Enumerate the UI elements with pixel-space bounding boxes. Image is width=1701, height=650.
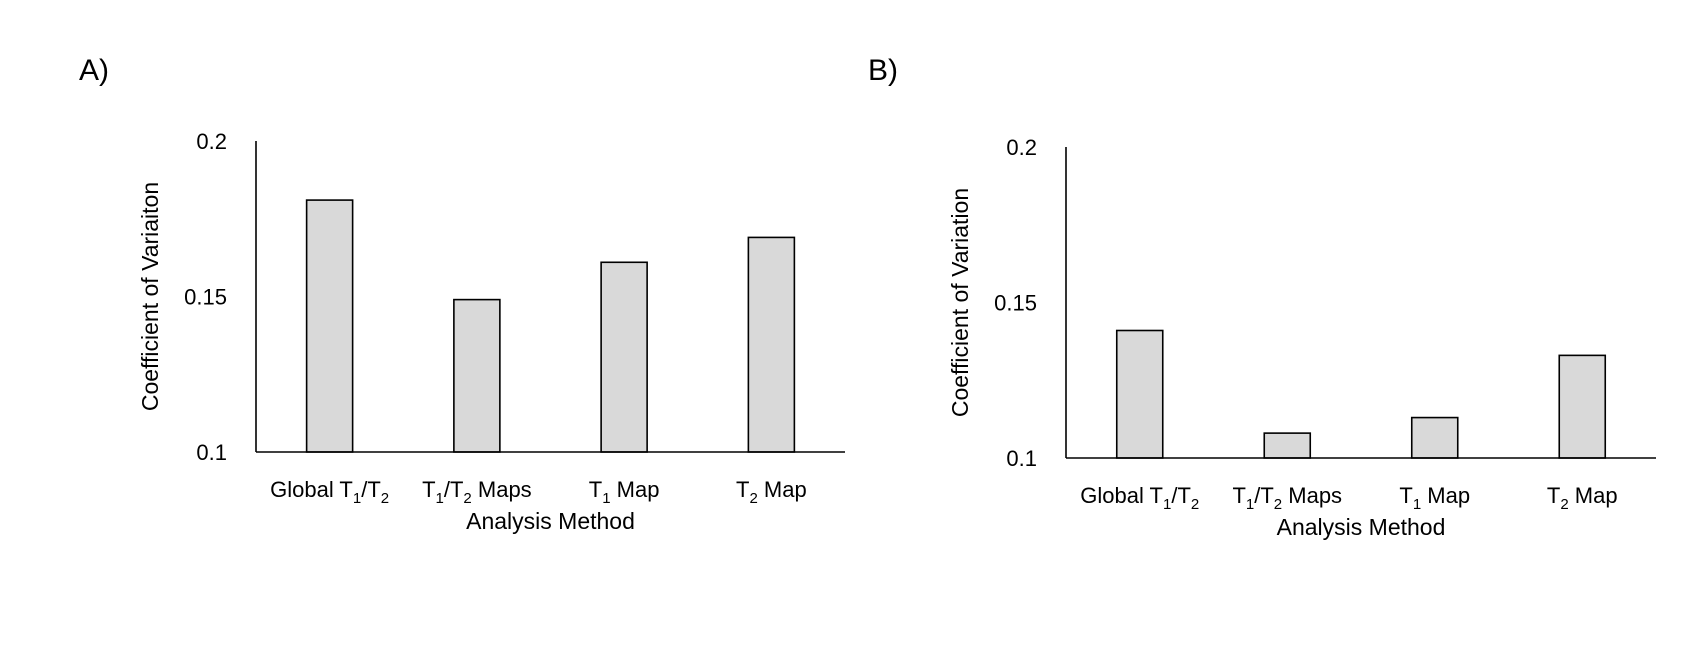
x-tick-label-part: 1 <box>602 490 610 507</box>
x-tick-label: Global T1/T2 <box>270 477 389 507</box>
bar <box>1115 329 1164 459</box>
y-tick-label: 0.15 <box>184 285 227 310</box>
panel-label-a: A) <box>79 54 109 87</box>
x-tick-label-part: /T <box>361 477 381 502</box>
x-tick-label-part: 1 <box>1163 496 1171 513</box>
y-tick-label: 0.2 <box>196 129 227 154</box>
y-tick-label: 0.15 <box>994 291 1037 316</box>
chart-panel-b: B) 0.10.150.2 Global T1/T2 T1/T2 Maps T1 M… <box>868 54 1656 540</box>
x-tick-label: T1/T2 Maps <box>1232 483 1342 513</box>
x-tick-label-part: 2 <box>1191 496 1199 513</box>
chart-panel-a: A) 0.10.150.2 Global T1/T2 T1/T2 Maps T1 M… <box>79 54 845 534</box>
x-axis-title-a: Analysis Method <box>466 508 635 534</box>
x-tick-label: T1 Map <box>589 477 660 507</box>
bar <box>1558 354 1607 459</box>
x-tick-label: Global T1/T2 <box>1080 483 1199 513</box>
x-tick-label-part: T <box>1232 483 1245 508</box>
y-tick-labels-b: 0.1 0.15 0.2 <box>994 135 1037 471</box>
x-tick-label: T1/T2 Maps <box>422 477 532 507</box>
x-tick-label-part: Maps <box>472 477 532 502</box>
x-tick-label-part: Global T <box>270 477 353 502</box>
x-tick-label-part: 2 <box>381 490 389 507</box>
x-tick-label-part: T <box>589 477 602 502</box>
x-tick-label-part: 1 <box>1246 496 1254 513</box>
x-tick-label-part: /T <box>1171 483 1191 508</box>
y-tick-label: 0.2 <box>1006 135 1037 160</box>
x-tick-label-part: 2 <box>463 490 471 507</box>
x-tick-label-part: 2 <box>1560 496 1568 513</box>
x-tick-label-part: 1 <box>436 490 444 507</box>
x-tick-label-part: /T <box>1254 483 1274 508</box>
x-tick-label-part: Map <box>1569 483 1618 508</box>
x-tick-label-part: Map <box>1421 483 1470 508</box>
x-tick-label-part: T <box>736 477 749 502</box>
bar <box>1263 432 1312 459</box>
x-tick-label: T2 Map <box>736 477 807 507</box>
y-tick-label: 0.1 <box>196 440 227 465</box>
x-tick-label-part: T <box>422 477 435 502</box>
x-tick-label-part: 1 <box>353 490 361 507</box>
x-tick-label-part: T <box>1399 483 1412 508</box>
x-tick-label-part: Map <box>758 477 807 502</box>
panel-label-b: B) <box>868 54 898 87</box>
bar <box>747 236 796 453</box>
x-tick-label: T2 Map <box>1547 483 1618 513</box>
x-tick-label-part: T <box>1547 483 1560 508</box>
x-tick-label-part: 1 <box>1413 496 1421 513</box>
x-tick-label-part: 2 <box>1274 496 1282 513</box>
x-tick-label-part: Global T <box>1080 483 1163 508</box>
x-tick-labels-b: Global T1/T2 T1/T2 Maps T1 Map T2 Map <box>1080 483 1617 513</box>
x-axis-title-b: Analysis Method <box>1277 514 1446 540</box>
x-tick-label-part: 2 <box>749 490 757 507</box>
bars-a <box>305 199 796 453</box>
x-tick-label-part: Maps <box>1282 483 1342 508</box>
bar <box>453 298 501 453</box>
y-axis-title-b: Coefficient of Variation <box>947 188 973 417</box>
x-tick-labels-a: Global T1/T2 T1/T2 Maps T1 Map T2 Map <box>270 477 807 507</box>
bar <box>1410 416 1459 459</box>
x-tick-label-part: /T <box>444 477 464 502</box>
x-tick-label-part: Map <box>611 477 660 502</box>
bar <box>305 199 354 453</box>
x-tick-label: T1 Map <box>1399 483 1470 513</box>
bar <box>600 261 648 453</box>
y-axis-title-a: Coefficient of Variaiton <box>137 182 163 411</box>
y-tick-labels-a: 0.1 0.15 0.2 <box>184 129 227 465</box>
y-tick-label: 0.1 <box>1006 446 1037 471</box>
bars-b <box>1115 329 1607 459</box>
